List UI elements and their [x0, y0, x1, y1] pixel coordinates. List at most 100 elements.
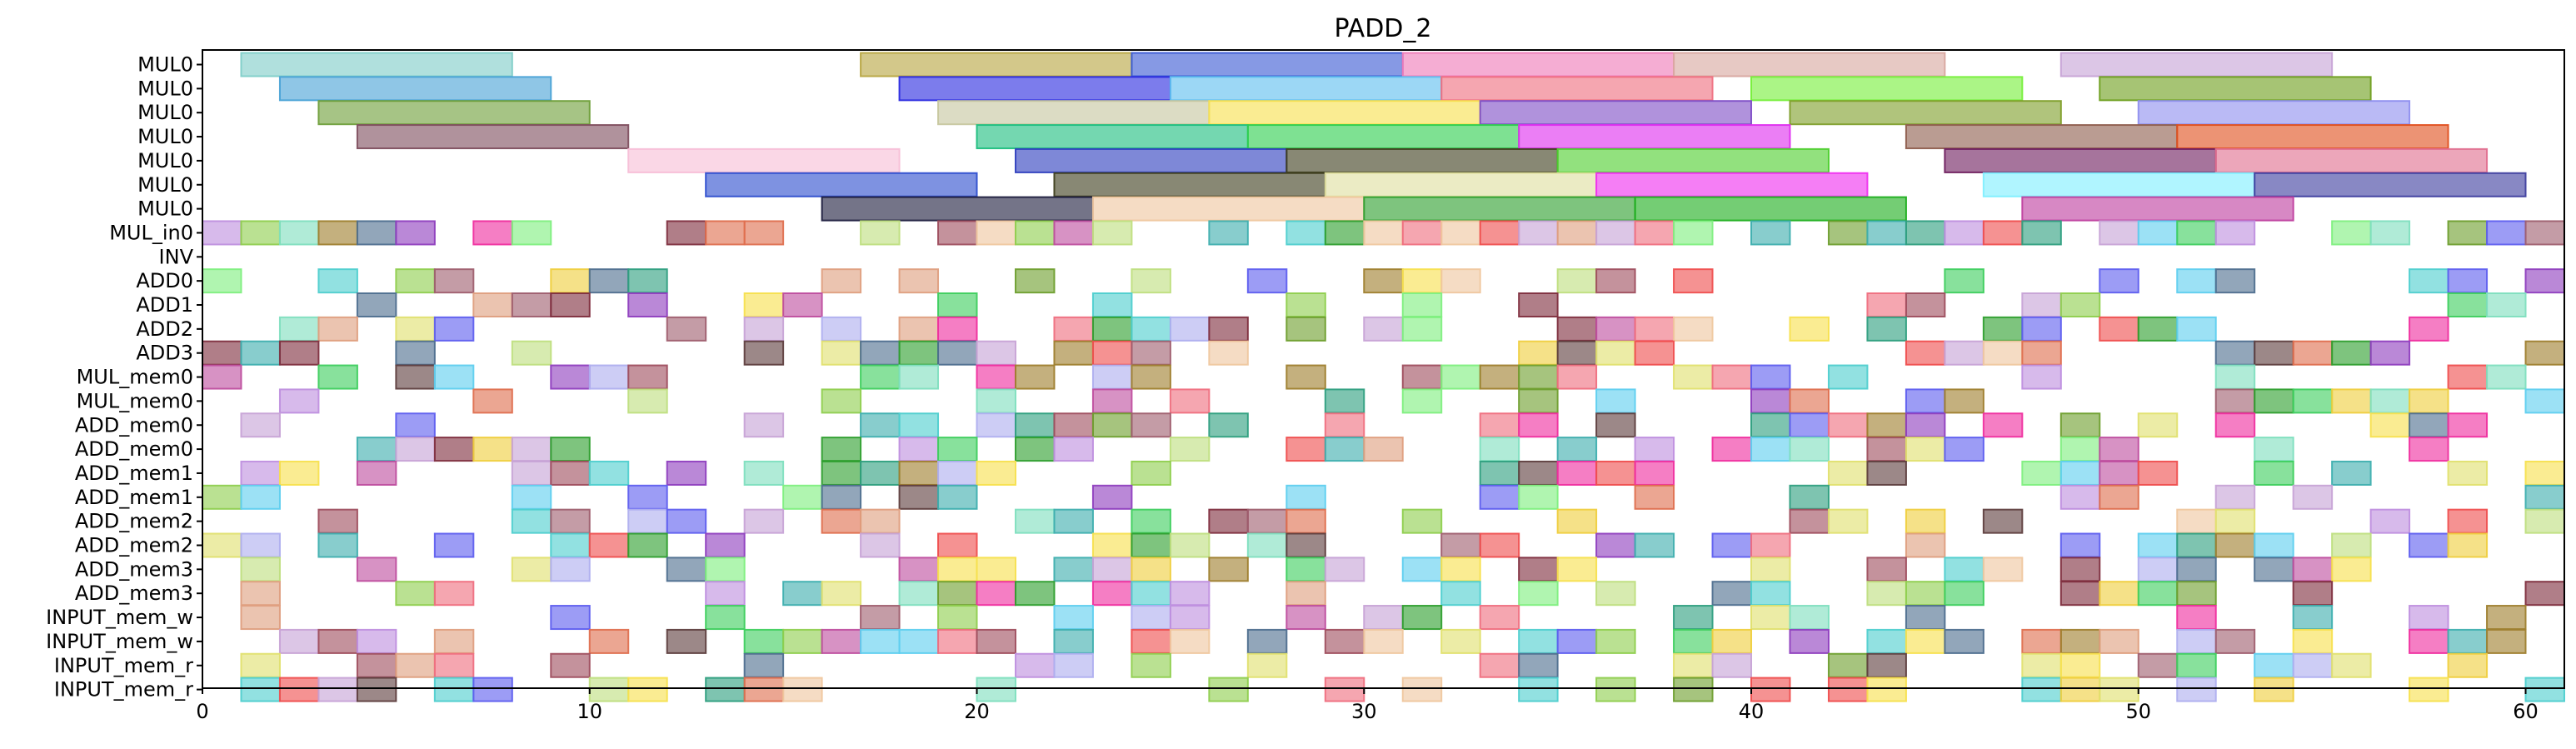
task-box	[395, 581, 436, 607]
task-box	[202, 340, 242, 366]
task-box	[1905, 220, 1946, 246]
x-tick-label: 10	[577, 700, 602, 723]
task-box	[2524, 268, 2566, 294]
task-box	[202, 532, 242, 558]
task-box	[1324, 628, 1365, 654]
x-axis: 0 10 20 30 40 50 60	[196, 688, 2539, 723]
task-box	[1479, 437, 1520, 462]
y-tick-label: MUL_in0	[109, 221, 193, 244]
task-box	[278, 316, 320, 342]
task-box	[356, 557, 397, 582]
task-box	[550, 652, 591, 678]
task-box	[1866, 581, 1907, 607]
task-box	[550, 292, 591, 317]
task-box	[395, 220, 436, 246]
task-box	[511, 292, 552, 317]
task-box	[1401, 605, 1443, 631]
task-box	[1518, 557, 1559, 582]
task-box	[1440, 364, 1481, 390]
task-box	[2021, 628, 2062, 654]
task-box	[2524, 220, 2566, 246]
task-box	[2214, 628, 2256, 654]
task-box	[2331, 220, 2372, 246]
task-bar	[976, 124, 1249, 150]
task-box	[1866, 292, 1907, 317]
task-bar	[2176, 124, 2449, 150]
task-box	[1711, 437, 1753, 462]
task-box	[976, 220, 1016, 246]
task-box	[1208, 412, 1249, 438]
task-box	[2099, 268, 2139, 294]
task-box	[1286, 484, 1326, 510]
task-box	[1091, 340, 1133, 366]
task-box	[1169, 388, 1211, 414]
task-bar	[821, 196, 1094, 222]
task-bar	[1518, 124, 1791, 150]
task-bar	[1286, 147, 1559, 173]
task-box	[1673, 220, 1714, 246]
task-box	[395, 340, 436, 366]
y-tick-label: ADD_mem1	[75, 486, 193, 509]
task-box	[2176, 220, 2217, 246]
y-tick-label: MUL0	[137, 149, 193, 172]
task-box	[317, 268, 358, 294]
task-box	[937, 605, 978, 631]
task-box	[743, 412, 785, 438]
task-box	[627, 508, 668, 534]
task-box	[1595, 532, 1636, 558]
task-box	[1789, 437, 1830, 462]
task-box	[1131, 340, 1171, 366]
task-box	[317, 316, 358, 342]
task-box	[1750, 220, 1791, 246]
task-box	[898, 412, 940, 438]
task-box	[1827, 460, 1869, 486]
y-tick-label: MUL_mem0	[77, 389, 193, 412]
task-box	[1750, 388, 1791, 414]
task-box	[433, 628, 475, 654]
task-bar	[898, 76, 1171, 102]
task-box	[1131, 532, 1171, 558]
task-box	[1324, 220, 1365, 246]
task-box	[1982, 412, 2024, 438]
task-box	[2214, 340, 2256, 366]
task-box	[2369, 340, 2411, 366]
task-box	[1673, 316, 1714, 342]
task-box	[356, 652, 397, 678]
task-box	[2254, 388, 2294, 414]
task-box	[1556, 316, 1598, 342]
task-box	[2254, 532, 2294, 558]
task-box	[2099, 484, 2139, 510]
task-box	[2021, 220, 2062, 246]
task-box	[1711, 532, 1753, 558]
task-box	[1286, 581, 1326, 607]
task-box	[627, 364, 668, 390]
task-box	[1131, 268, 1171, 294]
task-box	[2059, 412, 2101, 438]
task-box	[1750, 677, 1791, 702]
task-box	[1595, 628, 1636, 654]
task-box	[1014, 220, 1056, 246]
task-box	[550, 508, 591, 534]
task-box	[1091, 412, 1133, 438]
task-box	[1131, 316, 1171, 342]
task-box	[666, 460, 707, 486]
task-bar	[2137, 100, 2411, 126]
task-box	[433, 316, 475, 342]
task-box	[511, 484, 552, 510]
task-box	[1944, 557, 1984, 582]
task-box	[395, 316, 436, 342]
task-box	[1711, 364, 1753, 390]
task-box	[898, 484, 940, 510]
task-box	[1169, 628, 1211, 654]
task-box	[2292, 484, 2334, 510]
task-box	[1866, 460, 1907, 486]
task-box	[2214, 532, 2256, 558]
task-box	[1479, 605, 1520, 631]
y-tick-label: ADD2	[136, 317, 193, 341]
task-box	[976, 628, 1016, 654]
task-box	[1053, 220, 1094, 246]
task-box	[1246, 532, 1288, 558]
task-box	[1595, 220, 1636, 246]
y-tick-label: MUL_mem0	[77, 366, 193, 389]
